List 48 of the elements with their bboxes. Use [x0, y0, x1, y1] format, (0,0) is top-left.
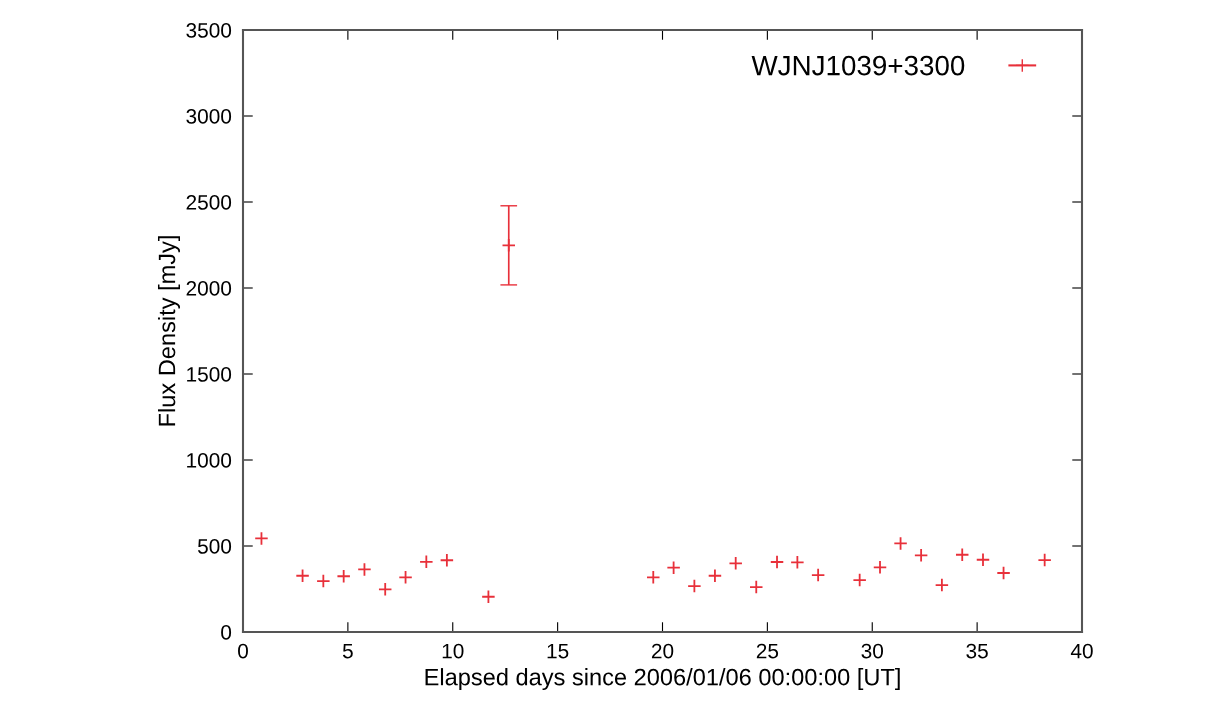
point [872, 560, 888, 575]
point [790, 555, 805, 570]
point [666, 560, 681, 575]
y-tick-label: 2000 [186, 281, 232, 296]
x-tick-label: 25 [756, 643, 779, 659]
point [357, 562, 372, 577]
x-axis-title: Elapsed days since 2006/01/06 00:00:00 [UT] [425, 668, 900, 691]
y-axis-title: Flux Density [mJy] [157, 236, 180, 426]
point [728, 556, 743, 571]
point [975, 552, 991, 567]
point [336, 569, 351, 584]
point [398, 570, 413, 585]
x-tick-label: 35 [966, 643, 988, 659]
x-tick-label: 10 [442, 643, 464, 659]
point [707, 568, 723, 583]
x-tick-label: 40 [1070, 643, 1093, 659]
point [769, 554, 785, 570]
point [749, 579, 764, 595]
point [934, 577, 950, 593]
x-tick-label: 0 [238, 643, 248, 659]
point [996, 565, 1011, 581]
y-tick-label: 3500 [186, 23, 232, 38]
x-tick-label: 5 [342, 643, 353, 659]
y-tick-label: 1000 [187, 453, 232, 468]
point [295, 568, 310, 583]
point [955, 547, 970, 562]
y-tick-label: 500 [197, 539, 232, 554]
y-tick-label: 3000 [186, 109, 232, 124]
point [378, 582, 393, 597]
point [852, 572, 867, 588]
x-tick-label: 15 [547, 643, 569, 659]
point [810, 567, 826, 583]
point [419, 554, 434, 569]
point [1037, 552, 1052, 568]
point [893, 536, 908, 551]
point [913, 548, 929, 563]
y-tick-label: 0 [221, 625, 232, 640]
x-tick-label: 30 [861, 643, 884, 659]
y-tick-label: 2500 [186, 195, 232, 210]
x-tick-label: 20 [651, 643, 674, 659]
y-tick-label: 1500 [187, 367, 232, 382]
point [481, 589, 496, 604]
point [646, 570, 661, 585]
point [439, 553, 455, 568]
point [254, 531, 269, 546]
point [316, 573, 331, 589]
point [687, 578, 702, 594]
legend-label: WJNJ1039+3300 [751, 55, 965, 76]
